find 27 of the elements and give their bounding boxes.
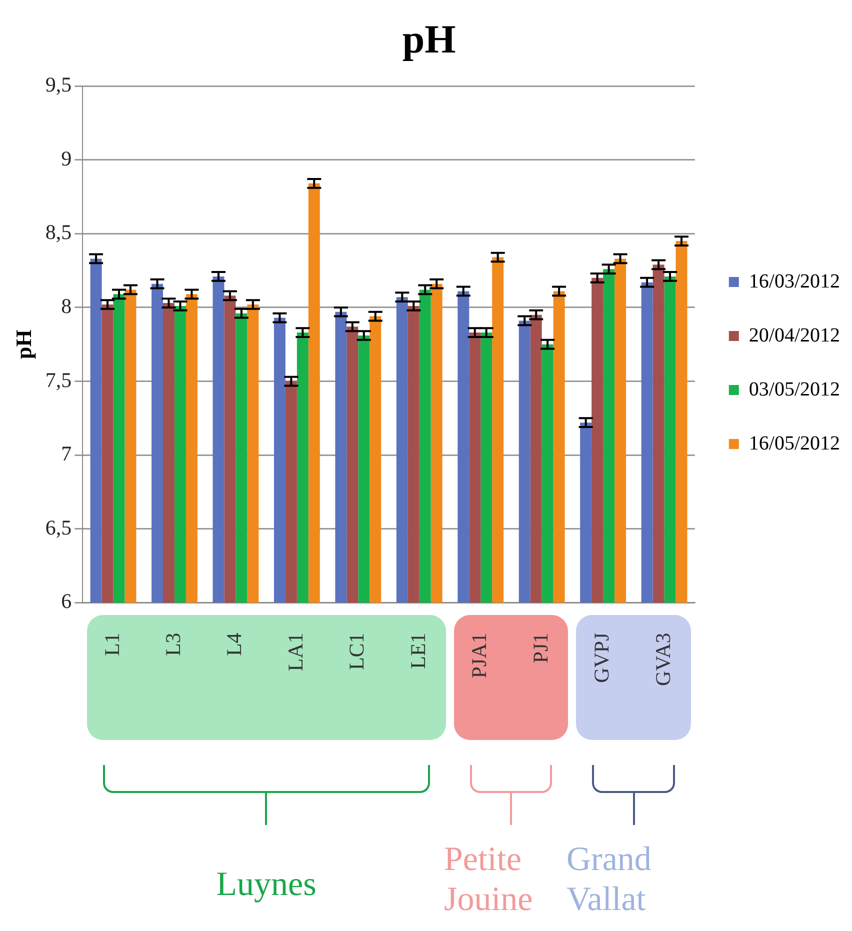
x-tick-label: LE1 [406, 632, 430, 669]
y-tick-label: 6 [61, 589, 72, 614]
x-tick-label: LA1 [283, 632, 308, 672]
y-tick-label: 7 [61, 442, 72, 466]
y-axis-title: pH [10, 330, 36, 360]
text: Luynes [215, 864, 318, 905]
x-tick-label: PJA1 [467, 632, 492, 678]
y-tick-label: 9 [61, 146, 72, 170]
x-tick-label: PJ1 [528, 632, 552, 664]
y-tick-label: 8 [61, 294, 72, 318]
x-tick-label: L3 [161, 632, 185, 656]
y-tick-label: 6,5 [45, 515, 72, 540]
y-tick-label: 8,5 [45, 220, 72, 244]
legend-label: 03/05/2012 [748, 378, 840, 400]
x-tick-label: GVA3 [650, 632, 675, 686]
y-tick-label: 9,5 [45, 72, 72, 97]
text: Grand Vallat [566, 840, 652, 920]
x-tick-label: L1 [100, 632, 124, 656]
legend-label: 16/05/2012 [748, 432, 840, 454]
chart-title: pH [402, 16, 456, 62]
y-tick-label: 7,5 [45, 368, 72, 392]
legend-label: 20/04/2012 [748, 324, 840, 346]
x-tick-label: LC1 [344, 632, 369, 670]
legend-label: 16/03/2012 [748, 270, 840, 292]
x-tick-label: L4 [222, 632, 246, 656]
text: Petite Jouine [444, 840, 533, 918]
x-tick-label: GVPJ [590, 632, 614, 683]
